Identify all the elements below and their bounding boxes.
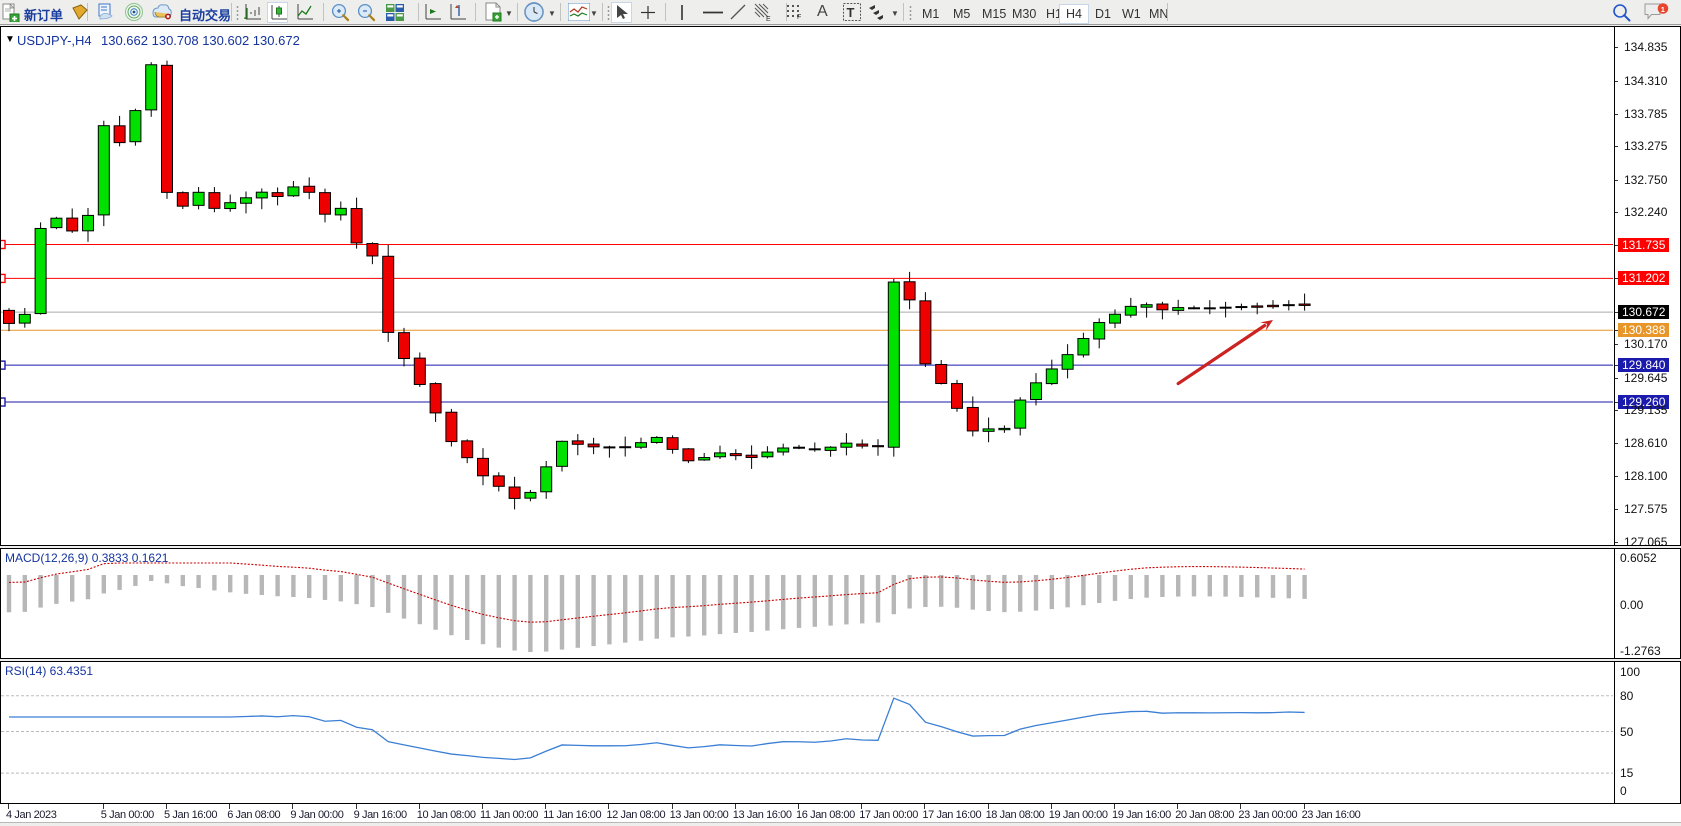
svg-text:T: T bbox=[847, 5, 855, 20]
svg-text:1: 1 bbox=[1661, 5, 1665, 14]
svg-text:E: E bbox=[766, 16, 771, 22]
svg-text:F: F bbox=[797, 14, 801, 19]
